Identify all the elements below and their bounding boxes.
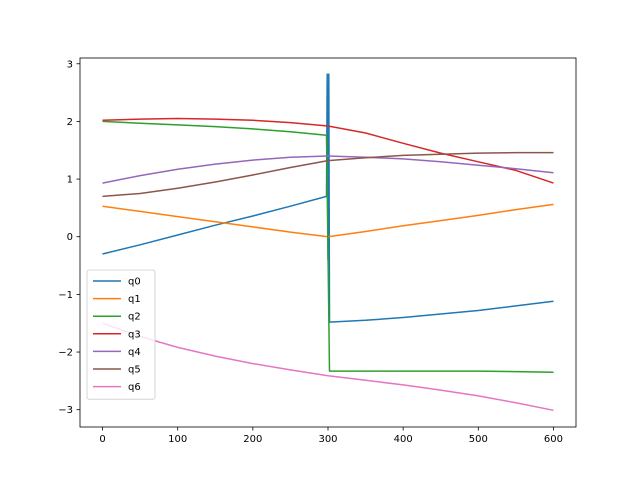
- x-tick-label: 600: [544, 434, 563, 445]
- legend-label-q6: q6: [128, 382, 141, 393]
- y-axis: −3 −2 −1 0 1 2 3: [58, 59, 80, 416]
- series-layer: [102, 73, 554, 412]
- x-axis: 0 100 200 300 400 500 600: [99, 427, 563, 445]
- legend-label-q2: q2: [128, 312, 141, 323]
- series-line-q5: [102, 151, 554, 198]
- series-line-q2: [102, 120, 554, 373]
- x-tick-label: 0: [99, 434, 105, 445]
- y-tick-label: 3: [67, 59, 73, 70]
- legend: q0 q1 q2 q3 q4 q5 q6: [86, 269, 156, 400]
- x-tick-label: 100: [168, 434, 187, 445]
- x-tick-label: 300: [318, 434, 337, 445]
- y-tick-label: −2: [58, 348, 73, 359]
- legend-label-q1: q1: [128, 294, 141, 305]
- legend-label-q0: q0: [128, 277, 141, 288]
- y-tick-label: −3: [58, 405, 73, 416]
- legend-box: [86, 269, 156, 400]
- y-tick-label: 1: [67, 175, 73, 186]
- x-tick-label: 400: [394, 434, 413, 445]
- series-line-q4: [102, 155, 554, 184]
- series-line-q6: [102, 322, 554, 412]
- x-tick-label: 500: [469, 434, 488, 445]
- y-tick-label: −1: [58, 290, 73, 301]
- legend-label-q4: q4: [128, 347, 141, 358]
- y-tick-label: 0: [67, 232, 73, 243]
- x-tick-label: 200: [243, 434, 262, 445]
- series-line-q3: [102, 117, 554, 184]
- y-tick-label: 2: [67, 117, 73, 128]
- legend-label-q3: q3: [128, 329, 141, 340]
- legend-label-q5: q5: [128, 365, 141, 376]
